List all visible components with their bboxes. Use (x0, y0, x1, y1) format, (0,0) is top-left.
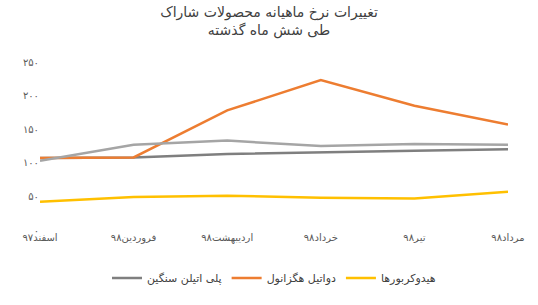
svg-text:تغییرات نرخ ماهیانه محصولات شا: تغییرات نرخ ماهیانه محصولات شاراکطی شش م… (160, 4, 378, 39)
svg-text:۵۰: ۵۰ (28, 191, 39, 202)
svg-text:۰: ۰ (34, 225, 39, 236)
svg-text:اسفند۹۷: اسفند۹۷ (22, 232, 57, 243)
svg-text:تیر۹۸: تیر۹۸ (403, 232, 425, 243)
svg-text:مرداد۹۸: مرداد۹۸ (491, 232, 524, 243)
svg-text:پلی اتیلن سنگین: پلی اتیلن سنگین (147, 272, 222, 285)
svg-text:۱۰۰: ۱۰۰ (23, 157, 39, 168)
svg-text:هیدوکربورها: هیدوکربورها (381, 272, 436, 285)
svg-text:فروردین۹۸: فروردین۹۸ (111, 232, 157, 244)
svg-text:۱۵۰: ۱۵۰ (23, 124, 39, 135)
svg-text:دواتیل هگزانول: دواتیل هگزانول (267, 272, 336, 285)
svg-text:۲۰۰: ۲۰۰ (23, 90, 39, 101)
svg-text:خرداد۹۸: خرداد۹۸ (304, 232, 338, 243)
svg-text:۲۵۰: ۲۵۰ (23, 57, 39, 68)
svg-text:اردیبهشت۹۸: اردیبهشت۹۸ (201, 232, 253, 244)
